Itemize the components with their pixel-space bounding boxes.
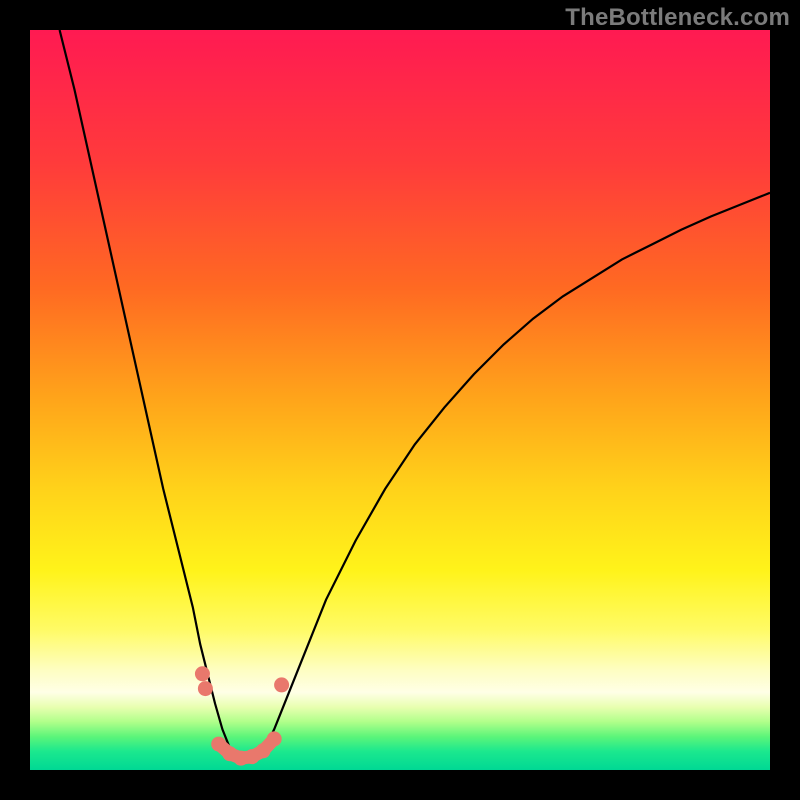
highlight-dot bbox=[274, 677, 289, 692]
highlight-dot bbox=[256, 743, 271, 758]
chart-svg bbox=[30, 30, 770, 770]
watermark-text: TheBottleneck.com bbox=[565, 4, 790, 32]
highlight-dot bbox=[198, 681, 213, 696]
chart-frame: TheBottleneck.com bbox=[0, 0, 800, 800]
gradient-background bbox=[30, 30, 770, 770]
highlight-dot bbox=[267, 731, 282, 746]
highlight-dot bbox=[195, 666, 210, 681]
plot-area bbox=[30, 30, 770, 770]
